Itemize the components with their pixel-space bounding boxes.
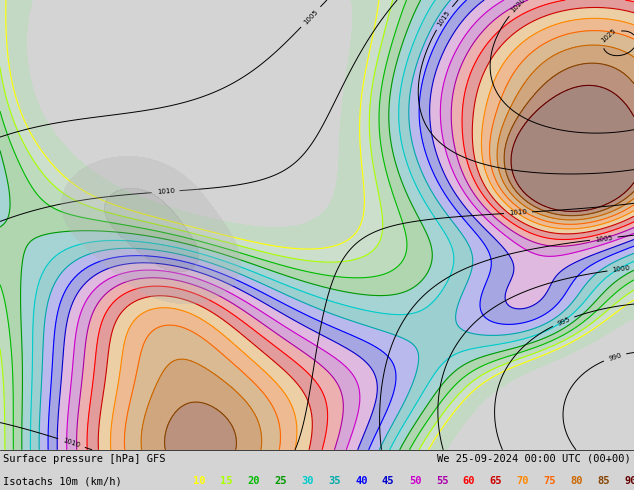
- Text: 1000: 1000: [612, 265, 631, 273]
- Text: 70: 70: [517, 476, 529, 486]
- Text: We 25-09-2024 00:00 UTC (00+00): We 25-09-2024 00:00 UTC (00+00): [437, 454, 631, 464]
- Text: 1025: 1025: [600, 28, 617, 44]
- Text: 10: 10: [193, 476, 206, 486]
- Text: 20: 20: [247, 476, 260, 486]
- Text: 60: 60: [463, 476, 476, 486]
- Text: 35: 35: [328, 476, 340, 486]
- Text: 50: 50: [409, 476, 422, 486]
- Text: 1005: 1005: [595, 235, 613, 243]
- Text: 90: 90: [624, 476, 634, 486]
- Text: 30: 30: [301, 476, 314, 486]
- Text: 65: 65: [489, 476, 502, 486]
- Text: 995: 995: [556, 316, 571, 327]
- Text: 55: 55: [436, 476, 448, 486]
- Text: 45: 45: [382, 476, 394, 486]
- Text: 85: 85: [598, 476, 610, 486]
- Text: 1015: 1015: [436, 9, 451, 27]
- Text: 15: 15: [221, 476, 233, 486]
- Text: 1010: 1010: [509, 209, 527, 216]
- Text: 80: 80: [571, 476, 583, 486]
- Text: 1010: 1010: [62, 438, 81, 449]
- Text: 1010: 1010: [157, 188, 175, 196]
- Text: 25: 25: [274, 476, 287, 486]
- Text: 990: 990: [607, 352, 623, 362]
- Text: 75: 75: [543, 476, 556, 486]
- Text: Isotachs 10m (km/h): Isotachs 10m (km/h): [3, 476, 122, 486]
- Text: 40: 40: [355, 476, 368, 486]
- Text: Surface pressure [hPa] GFS: Surface pressure [hPa] GFS: [3, 454, 165, 464]
- Text: 1020: 1020: [510, 0, 527, 14]
- Text: 1005: 1005: [302, 8, 319, 25]
